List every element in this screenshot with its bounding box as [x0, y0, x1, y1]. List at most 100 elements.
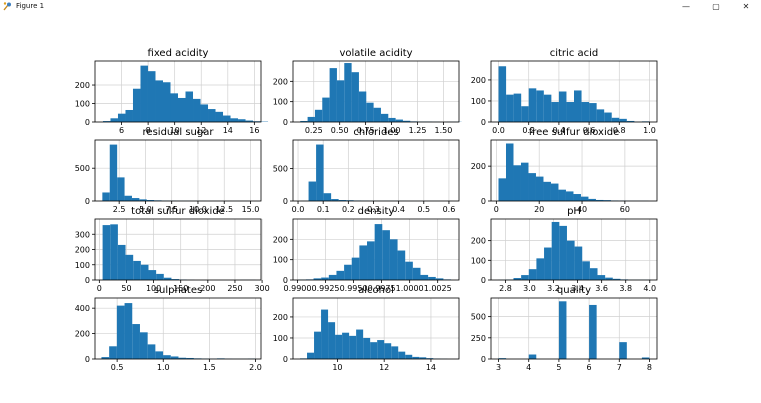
histogram-bar — [395, 119, 403, 122]
histogram-bar — [604, 112, 612, 122]
subplot-title: quality — [557, 285, 591, 296]
histogram-bar — [331, 199, 339, 201]
subplot-title: sulphates — [154, 285, 202, 296]
x-tick-label: 0 — [97, 284, 102, 293]
histogram-bar — [588, 198, 596, 201]
axes-frame — [292, 218, 460, 281]
axes-frame — [490, 139, 658, 202]
axes-frame — [94, 297, 262, 360]
histogram-bar — [363, 337, 371, 359]
maximize-button[interactable]: ▢ — [712, 1, 720, 11]
y-tick-label: 0 — [481, 197, 486, 206]
y-tick-label: 0 — [283, 118, 288, 127]
histogram-bar — [498, 178, 506, 201]
histogram-bar — [543, 94, 552, 122]
x-tick-label: 12 — [196, 126, 206, 135]
y-tick-label: 200 — [471, 237, 486, 246]
histogram-bar — [139, 332, 148, 359]
x-tick-label: 200 — [200, 284, 215, 293]
histogram-bar — [513, 93, 522, 122]
histogram-bar — [349, 335, 357, 359]
subplot-title: volatile acidity — [339, 48, 412, 59]
histogram-bar — [238, 119, 246, 122]
histogram-bar — [550, 183, 559, 201]
subplot-citric-acid: 0.0 0.2 0.4 0.6 0.8 1.0 0 100 200 citric acid — [471, 48, 658, 135]
histogram-bar — [373, 107, 381, 122]
histogram-bar — [131, 198, 140, 201]
histogram-bar — [520, 162, 529, 201]
histogram-bar — [597, 275, 606, 280]
histogram-bar — [140, 264, 149, 280]
y-tick-label: 200 — [471, 76, 486, 85]
y-tick-label: 200 — [75, 81, 90, 90]
histogram-bar — [307, 352, 315, 359]
histogram-bar — [581, 102, 590, 122]
histogram-bar — [101, 357, 110, 359]
x-tick-label: 10.0 — [189, 205, 207, 214]
x-tick-label: 3.0 — [523, 284, 536, 293]
y-tick-label: 100 — [75, 261, 90, 270]
x-tick-label: 10 — [170, 126, 180, 135]
close-button[interactable]: ✕ — [742, 1, 750, 11]
histogram-bar — [351, 257, 360, 280]
subplot-residual-sugar: 2.5 5.0 7.5 10.0 12.5 15.0 0 500 residual sugar — [75, 127, 262, 214]
x-tick-label: 8 — [146, 126, 151, 135]
histogram-bar — [596, 109, 605, 122]
histogram-bar — [402, 120, 411, 122]
histogram-bar — [558, 91, 567, 122]
histogram-bar — [117, 244, 126, 280]
y-tick-label: 0 — [481, 118, 486, 127]
histogram-bar — [551, 102, 559, 122]
histogram-bar — [589, 103, 597, 122]
histogram-bar — [544, 247, 552, 280]
x-tick-label: 0.4 — [553, 126, 566, 135]
x-tick-label: 0.25 — [305, 126, 323, 135]
histogram-bar — [626, 120, 635, 122]
histogram-bar — [109, 346, 117, 359]
histogram-bar — [321, 277, 329, 280]
histogram-bar — [125, 109, 133, 122]
y-tick-label: 200 — [75, 330, 90, 339]
x-tick-label: 4.0 — [643, 284, 656, 293]
window-title: Figure 1 — [16, 2, 45, 10]
y-tick-label: 300 — [75, 230, 90, 239]
histogram-bar — [405, 261, 413, 280]
x-tick-label: 14 — [223, 126, 233, 135]
y-tick-label: 500 — [273, 165, 288, 174]
histogram-bar — [338, 200, 347, 201]
histogram-bar — [336, 80, 345, 122]
axes-frame — [490, 218, 658, 281]
minimize-button[interactable]: — — [682, 1, 690, 11]
histogram-bar — [388, 117, 396, 122]
histogram-bar — [498, 358, 507, 359]
histogram-bar — [193, 98, 201, 122]
y-tick-label: 0 — [283, 355, 288, 364]
x-tick-label: 15.0 — [242, 205, 260, 214]
x-tick-label: 0.9925 — [312, 284, 340, 293]
histogram-bar — [528, 269, 537, 280]
histogram-bar — [405, 354, 413, 359]
histogram-bar — [139, 199, 147, 201]
axes-frame — [94, 60, 262, 123]
y-tick-label: 100 — [273, 98, 288, 107]
histogram-bar — [162, 82, 171, 122]
x-tick-label: 4 — [526, 363, 531, 372]
histogram-bar — [102, 225, 111, 280]
x-tick-label: 2.8 — [499, 284, 512, 293]
histogram-bar — [536, 90, 544, 122]
subplot-title: alcohol — [358, 285, 394, 296]
histogram-bar — [308, 181, 317, 201]
y-tick-label: 500 — [75, 164, 90, 173]
x-tick-label: 0.6 — [443, 205, 456, 214]
subplot-title: residual sugar — [143, 127, 215, 138]
y-tick-label: 400 — [75, 304, 90, 313]
x-tick-label: 0.0 — [492, 126, 505, 135]
x-tick-label: 0.1 — [317, 205, 330, 214]
histogram-bar — [398, 351, 406, 359]
histogram-bar — [124, 195, 132, 201]
histogram-bar — [384, 343, 392, 359]
y-tick-label: 0 — [283, 197, 288, 206]
y-tick-label: 200 — [75, 246, 90, 255]
x-tick-label: 5 — [556, 363, 561, 372]
